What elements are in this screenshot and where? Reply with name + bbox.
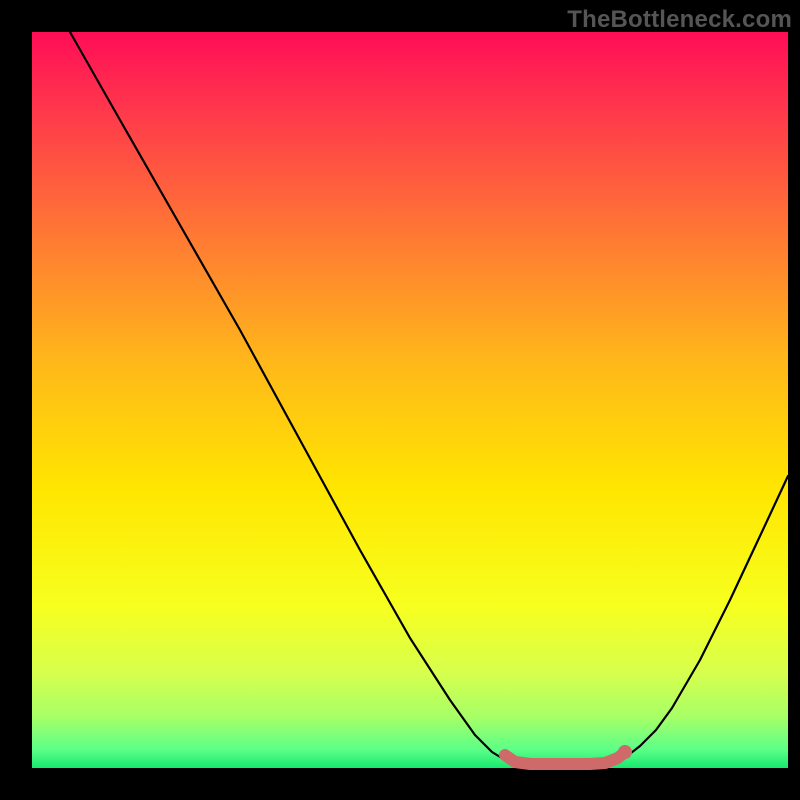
plot-background bbox=[32, 32, 788, 768]
chart-frame: TheBottleneck.com bbox=[0, 0, 800, 800]
chart-svg bbox=[0, 0, 800, 800]
end-marker bbox=[618, 745, 632, 759]
